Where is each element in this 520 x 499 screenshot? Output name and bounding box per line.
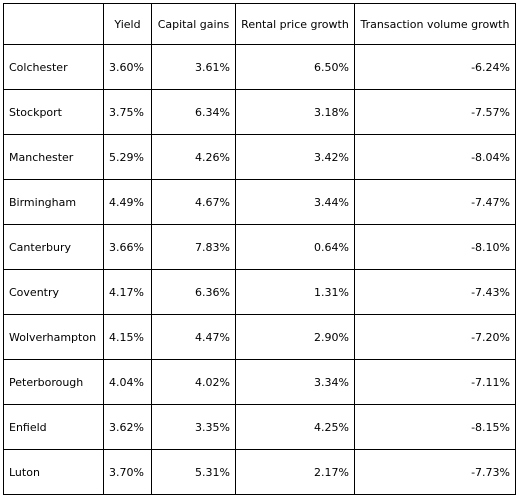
city-cell: Colchester — [3, 44, 104, 90]
transaction-growth-cell: -7.43% — [354, 269, 516, 315]
yield-cell: 4.17% — [103, 269, 152, 315]
capital-gains-cell: 5.31% — [151, 449, 236, 495]
yield-cell: 4.49% — [103, 179, 152, 225]
capital-gains-cell: 7.83% — [151, 224, 236, 270]
yield-cell: 5.29% — [103, 134, 152, 180]
table-row: Enfield 3.62% 3.35% 4.25% -8.15% — [3, 404, 516, 450]
rental-growth-cell: 3.42% — [235, 134, 355, 180]
rental-growth-cell: 3.34% — [235, 359, 355, 405]
capital-gains-cell: 6.36% — [151, 269, 236, 315]
rental-growth-cell: 0.64% — [235, 224, 355, 270]
header-transaction-volume-growth: Transaction volume growth — [354, 3, 516, 45]
transaction-growth-cell: -8.04% — [354, 134, 516, 180]
transaction-growth-cell: -8.15% — [354, 404, 516, 450]
transaction-growth-cell: -7.20% — [354, 314, 516, 360]
transaction-growth-cell: -7.73% — [354, 449, 516, 495]
rental-growth-cell: 6.50% — [235, 44, 355, 90]
yield-cell: 3.60% — [103, 44, 152, 90]
table-row: Canterbury 3.66% 7.83% 0.64% -8.10% — [3, 224, 516, 270]
transaction-growth-cell: -8.10% — [354, 224, 516, 270]
table-row: Birmingham 4.49% 4.67% 3.44% -7.47% — [3, 179, 516, 225]
transaction-growth-cell: -7.57% — [354, 89, 516, 135]
rental-growth-cell: 3.18% — [235, 89, 355, 135]
header-row: Yield Capital gains Rental price growth … — [3, 3, 516, 45]
table-row: Peterborough 4.04% 4.02% 3.34% -7.11% — [3, 359, 516, 405]
table-row: Wolverhampton 4.15% 4.47% 2.90% -7.20% — [3, 314, 516, 360]
yield-cell: 3.75% — [103, 89, 152, 135]
yield-cell: 3.62% — [103, 404, 152, 450]
property-stats-table-container: Yield Capital gains Rental price growth … — [3, 3, 516, 495]
capital-gains-cell: 3.61% — [151, 44, 236, 90]
city-cell: Coventry — [3, 269, 104, 315]
yield-cell: 4.04% — [103, 359, 152, 405]
capital-gains-cell: 6.34% — [151, 89, 236, 135]
transaction-growth-cell: -7.11% — [354, 359, 516, 405]
city-cell: Birmingham — [3, 179, 104, 225]
capital-gains-cell: 4.47% — [151, 314, 236, 360]
yield-cell: 4.15% — [103, 314, 152, 360]
property-stats-table: Yield Capital gains Rental price growth … — [3, 3, 516, 495]
yield-cell: 3.70% — [103, 449, 152, 495]
city-cell: Luton — [3, 449, 104, 495]
transaction-growth-cell: -6.24% — [354, 44, 516, 90]
rental-growth-cell: 2.17% — [235, 449, 355, 495]
header-capital-gains: Capital gains — [151, 3, 236, 45]
capital-gains-cell: 4.26% — [151, 134, 236, 180]
header-yield: Yield — [103, 3, 152, 45]
table-row: Coventry 4.17% 6.36% 1.31% -7.43% — [3, 269, 516, 315]
city-cell: Wolverhampton — [3, 314, 104, 360]
header-rental-price-growth: Rental price growth — [235, 3, 355, 45]
city-cell: Manchester — [3, 134, 104, 180]
transaction-growth-cell: -7.47% — [354, 179, 516, 225]
rental-growth-cell: 2.90% — [235, 314, 355, 360]
header-location — [3, 3, 104, 45]
rental-growth-cell: 3.44% — [235, 179, 355, 225]
rental-growth-cell: 1.31% — [235, 269, 355, 315]
capital-gains-cell: 4.67% — [151, 179, 236, 225]
yield-cell: 3.66% — [103, 224, 152, 270]
capital-gains-cell: 4.02% — [151, 359, 236, 405]
city-cell: Peterborough — [3, 359, 104, 405]
table-row: Luton 3.70% 5.31% 2.17% -7.73% — [3, 449, 516, 495]
rental-growth-cell: 4.25% — [235, 404, 355, 450]
capital-gains-cell: 3.35% — [151, 404, 236, 450]
table-row: Manchester 5.29% 4.26% 3.42% -8.04% — [3, 134, 516, 180]
city-cell: Stockport — [3, 89, 104, 135]
city-cell: Enfield — [3, 404, 104, 450]
table-row: Colchester 3.60% 3.61% 6.50% -6.24% — [3, 44, 516, 90]
table-row: Stockport 3.75% 6.34% 3.18% -7.57% — [3, 89, 516, 135]
city-cell: Canterbury — [3, 224, 104, 270]
